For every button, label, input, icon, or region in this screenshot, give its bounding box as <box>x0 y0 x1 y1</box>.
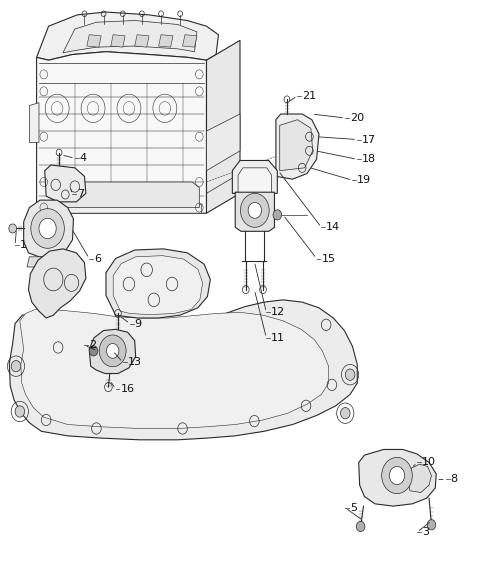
Circle shape <box>39 218 56 239</box>
Polygon shape <box>206 114 240 170</box>
Polygon shape <box>113 256 203 315</box>
Text: 18: 18 <box>362 154 376 164</box>
Polygon shape <box>280 120 313 170</box>
Text: 5: 5 <box>350 503 357 513</box>
Circle shape <box>11 361 21 372</box>
Text: 11: 11 <box>271 333 285 343</box>
Text: 7: 7 <box>77 190 84 199</box>
Text: 19: 19 <box>357 176 372 185</box>
Text: 3: 3 <box>422 527 429 537</box>
Circle shape <box>382 457 412 494</box>
Circle shape <box>340 407 350 419</box>
Circle shape <box>31 208 64 248</box>
Polygon shape <box>135 35 149 47</box>
Circle shape <box>107 344 119 358</box>
Text: 15: 15 <box>322 253 336 264</box>
Text: 21: 21 <box>302 91 316 101</box>
Polygon shape <box>53 182 199 207</box>
Text: 17: 17 <box>362 135 376 144</box>
Circle shape <box>99 335 126 367</box>
Circle shape <box>9 224 16 233</box>
Polygon shape <box>24 200 73 257</box>
Circle shape <box>389 466 405 485</box>
Text: 2: 2 <box>89 340 96 350</box>
Circle shape <box>273 210 282 220</box>
Polygon shape <box>87 35 101 47</box>
Polygon shape <box>89 329 136 374</box>
Text: 12: 12 <box>271 307 285 318</box>
Polygon shape <box>29 103 39 143</box>
Circle shape <box>356 521 365 532</box>
Polygon shape <box>44 202 202 213</box>
Polygon shape <box>20 310 328 428</box>
Text: 8: 8 <box>451 474 458 485</box>
Circle shape <box>15 406 24 417</box>
Circle shape <box>89 346 98 356</box>
Polygon shape <box>238 168 272 193</box>
Polygon shape <box>158 35 173 47</box>
Polygon shape <box>182 35 197 47</box>
Polygon shape <box>276 114 319 179</box>
Text: 6: 6 <box>94 253 101 264</box>
Polygon shape <box>111 35 125 47</box>
Text: 9: 9 <box>135 319 142 329</box>
Circle shape <box>345 369 355 381</box>
Polygon shape <box>45 165 86 202</box>
Text: 16: 16 <box>120 384 134 394</box>
Circle shape <box>240 193 269 227</box>
Polygon shape <box>232 161 277 193</box>
Polygon shape <box>36 12 218 60</box>
Text: 14: 14 <box>326 222 340 232</box>
Polygon shape <box>359 449 436 506</box>
Polygon shape <box>106 249 210 318</box>
Polygon shape <box>9 300 357 440</box>
Polygon shape <box>63 20 197 53</box>
Polygon shape <box>408 464 432 492</box>
Text: 1: 1 <box>20 240 27 250</box>
Text: 13: 13 <box>128 357 142 367</box>
Polygon shape <box>28 249 86 318</box>
Polygon shape <box>27 257 70 267</box>
Text: 20: 20 <box>350 113 364 123</box>
Polygon shape <box>206 40 240 213</box>
Polygon shape <box>235 192 275 231</box>
Circle shape <box>427 520 436 530</box>
Text: 10: 10 <box>422 457 436 467</box>
Polygon shape <box>36 52 206 213</box>
Circle shape <box>248 202 262 218</box>
Text: 4: 4 <box>80 153 87 163</box>
